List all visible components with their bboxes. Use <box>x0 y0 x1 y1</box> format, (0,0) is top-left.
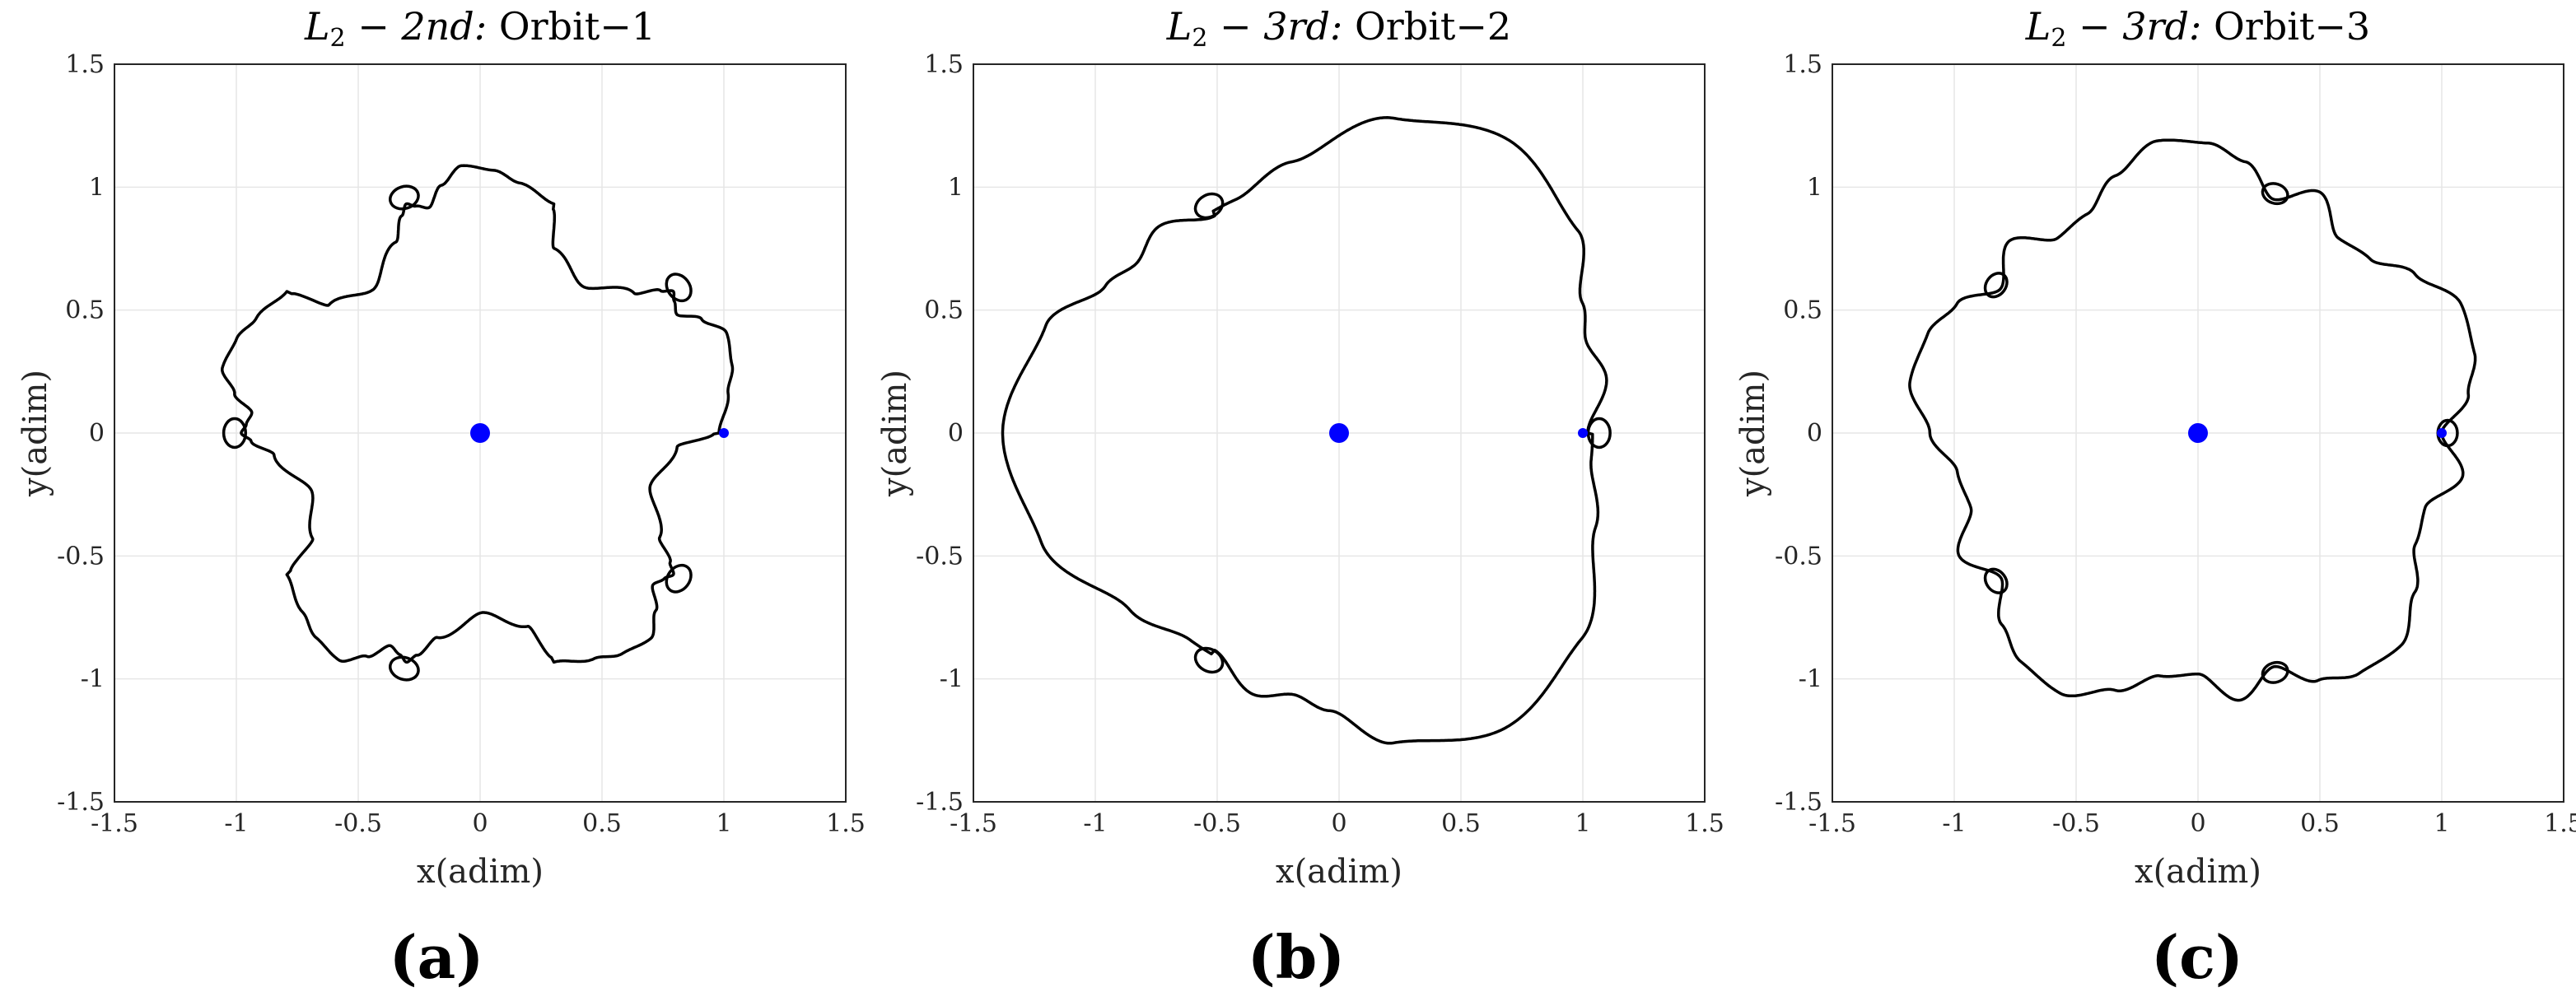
panel-a-orbit-loop <box>222 417 247 449</box>
panel-a-y-tick-label: 1.5 <box>65 50 105 79</box>
panel-c-x-tick-labels: -1.5 -1 -0.5 0 0.5 1 1.5 <box>1808 809 2576 838</box>
panel-b-orbit-loop <box>1193 646 1225 674</box>
panel-a-large-primary-marker <box>470 423 490 443</box>
panel-b-y-tick-label: 0 <box>948 419 964 448</box>
panel-c-x-tick-label: 0 <box>2190 809 2205 838</box>
panel-b-y-tick-label: 1 <box>948 173 964 202</box>
panel-c-x-tick-label: -0.5 <box>2052 809 2100 838</box>
panel-b: L2 − 3rd: Orbit−2 -1.5 -1 -0.5 0 0.5 1 1.5 -1.… <box>876 4 1724 992</box>
panel-b-x-tick-label: 1.5 <box>1685 809 1724 838</box>
panel-a: L2 − 2nd: Orbit−1 -1.5 -1 -0.5 0 0.5 1 1.5 -1.… <box>16 4 866 992</box>
panel-a-orbit-layer <box>221 164 735 682</box>
panel-c-x-tick-label: 1.5 <box>2544 809 2576 838</box>
panel-c-orbit-loop <box>2261 182 2289 206</box>
panel-a-x-tick-label: -0.5 <box>334 809 382 838</box>
panel-c-orbit-loop <box>2261 660 2289 684</box>
panel-a-x-tick-label: 1 <box>716 809 731 838</box>
panel-c-orbit-loop <box>1983 567 2009 594</box>
panel-c-x-tick-label: 1 <box>2434 809 2449 838</box>
panel-b-x-tick-label: 0 <box>1331 809 1346 838</box>
panel-a-x-tick-label: 0 <box>472 809 488 838</box>
panel-b-title: L2 − 3rd: Orbit−2 <box>1166 4 1511 53</box>
panel-b-y-tick-label: -0.5 <box>916 542 964 571</box>
panel-a-y-tick-label: 0.5 <box>65 296 105 325</box>
panel-a-orbit-line <box>221 164 735 664</box>
panel-a-orbit-loop <box>665 272 693 303</box>
panel-b-y-tick-label: 0.5 <box>924 296 964 325</box>
panel-b-orbit-loop <box>1193 192 1225 220</box>
panel-b-y-tick-labels: -1.5 -1 -0.5 0 0.5 1 1.5 <box>916 50 964 817</box>
panel-c: L2 − 3rd: Orbit−3 -1.5 -1 -0.5 0 0.5 1 1.5 -1.… <box>1734 4 2576 992</box>
panel-a-x-tick-labels: -1.5 -1 -0.5 0 0.5 1 1.5 <box>91 809 866 838</box>
panel-b-orbit-loop <box>1586 417 1612 449</box>
panel-a-x-tick-label: -1.5 <box>91 809 138 838</box>
panel-a-y-axis-label: y(adim) <box>16 370 54 497</box>
panel-c-y-tick-label: 1.5 <box>1783 50 1822 79</box>
panel-a-x-tick-label: 1.5 <box>826 809 866 838</box>
panel-b-caption: (b) <box>1248 922 1345 992</box>
panel-b-x-tick-label: 0.5 <box>1441 809 1481 838</box>
panel-a-y-tick-label: -1.5 <box>57 788 105 817</box>
panel-a-caption: (a) <box>390 922 484 992</box>
panel-b-axes-frame <box>973 63 1706 803</box>
panel-c-large-primary-marker <box>2188 423 2208 443</box>
panel-c-y-axis-label: y(adim) <box>1734 370 1772 497</box>
panel-c-title: L2 − 3rd: Orbit−3 <box>2025 4 2370 53</box>
panel-b-grid <box>973 64 1705 802</box>
panel-b-orbit-layer <box>1001 116 1612 745</box>
panel-c-primaries <box>2188 423 2447 443</box>
panel-c-y-tick-label: -1.5 <box>1775 788 1822 817</box>
panel-b-x-tick-label: -1 <box>1083 809 1107 838</box>
panel-b-large-primary-marker <box>1329 423 1349 443</box>
panel-b-y-tick-label: -1.5 <box>916 788 964 817</box>
panel-c-y-tick-label: -0.5 <box>1775 542 1822 571</box>
panel-c-x-tick-label: -1.5 <box>1808 809 1856 838</box>
panel-a-orbit-loop <box>665 563 693 594</box>
panel-c-small-primary-marker <box>2437 428 2447 438</box>
panel-c-axes-frame <box>1832 63 2564 803</box>
panel-a-small-primary-marker <box>719 428 729 438</box>
panel-a-y-tick-label: -0.5 <box>57 542 105 571</box>
panel-c-y-tick-label: 1 <box>1807 173 1822 202</box>
panel-c-x-axis-label: x(adim) <box>2135 853 2261 891</box>
panel-a-x-tick-label: -1 <box>224 809 248 838</box>
panel-c-y-tick-label: -1 <box>1799 665 1822 694</box>
panel-b-x-tick-label: -1.5 <box>950 809 997 838</box>
panel-a-title: L2 − 2nd: Orbit−1 <box>304 4 656 53</box>
panel-a-x-axis-label: x(adim) <box>417 853 544 891</box>
panel-b-x-tick-label: -0.5 <box>1193 809 1241 838</box>
panel-a-primaries <box>470 423 729 443</box>
panel-c-y-tick-label: 0 <box>1807 419 1822 448</box>
panel-c-orbit-loop <box>1983 272 2009 299</box>
panel-c-y-tick-labels: -1.5 -1 -0.5 0 0.5 1 1.5 <box>1775 50 1822 817</box>
panel-a-y-tick-labels: -1.5 -1 -0.5 0 0.5 1 1.5 <box>57 50 105 817</box>
panel-b-y-tick-label: -1 <box>940 665 964 694</box>
panel-a-axes-frame <box>114 63 847 803</box>
panel-c-orbit-layer <box>1908 138 2477 702</box>
panel-a-y-tick-label: 0 <box>89 419 105 448</box>
panel-b-orbit-line <box>1001 116 1608 745</box>
panel-c-orbit-line <box>1908 138 2477 702</box>
panel-c-x-tick-label: 0.5 <box>2300 809 2340 838</box>
panel-a-y-tick-label: 1 <box>89 173 105 202</box>
panel-b-x-tick-label: 1 <box>1575 809 1590 838</box>
panel-a-orbit-loop <box>389 184 420 211</box>
panel-c-x-tick-label: -1 <box>1942 809 1966 838</box>
panel-a-orbit-loop <box>389 655 420 682</box>
panel-c-caption: (c) <box>2151 922 2243 992</box>
panel-b-x-axis-label: x(adim) <box>1276 853 1402 891</box>
panel-c-y-tick-label: 0.5 <box>1783 296 1822 325</box>
panel-a-x-tick-label: 0.5 <box>582 809 622 838</box>
panel-b-primaries <box>1329 423 1588 443</box>
panel-b-small-primary-marker <box>1578 428 1588 438</box>
panel-b-x-tick-labels: -1.5 -1 -0.5 0 0.5 1 1.5 <box>950 809 1724 838</box>
panel-b-y-axis-label: y(adim) <box>876 370 914 497</box>
panel-b-y-tick-label: 1.5 <box>924 50 964 79</box>
panel-a-y-tick-label: -1 <box>81 665 105 694</box>
